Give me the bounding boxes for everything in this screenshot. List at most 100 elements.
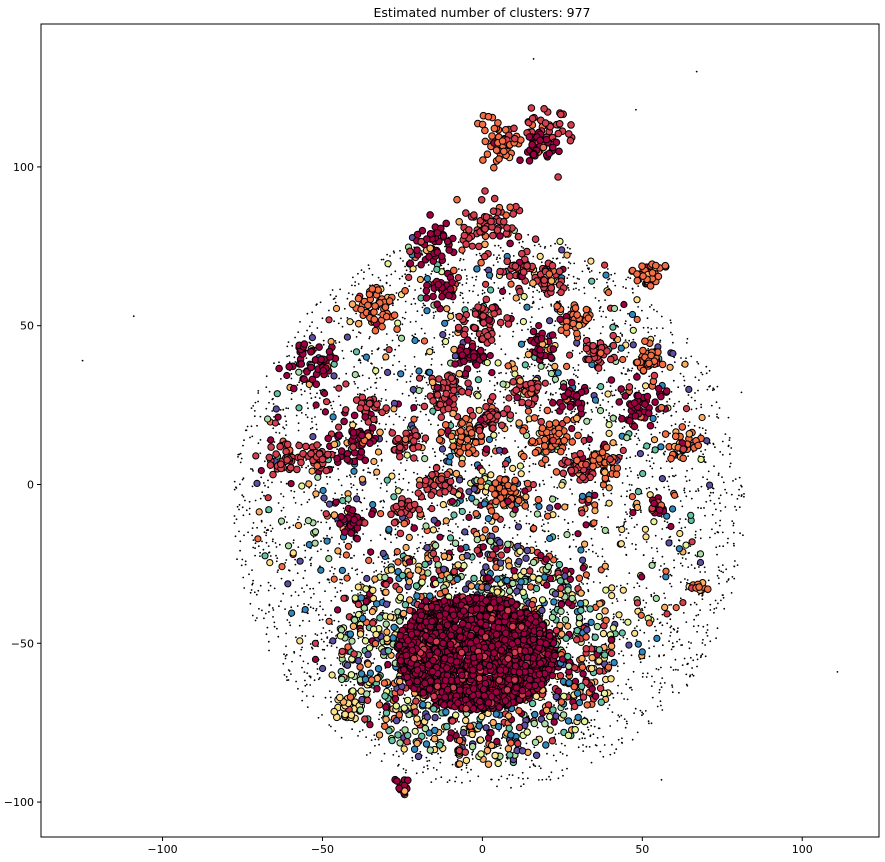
noise-point bbox=[624, 468, 627, 470]
noise-point bbox=[527, 287, 530, 290]
noise-point bbox=[441, 469, 444, 471]
noise-point bbox=[430, 363, 433, 366]
noise-point bbox=[248, 507, 251, 510]
noise-point bbox=[314, 416, 316, 418]
cluster-point bbox=[325, 555, 333, 563]
noise-point bbox=[547, 398, 550, 401]
noise-point bbox=[379, 711, 382, 714]
noise-point bbox=[307, 465, 310, 467]
noise-point bbox=[614, 420, 617, 423]
cluster-point bbox=[519, 268, 528, 276]
noise-point bbox=[277, 569, 279, 572]
noise-point bbox=[490, 778, 492, 781]
noise-point bbox=[345, 372, 348, 375]
noise-point bbox=[324, 696, 327, 699]
noise-point bbox=[371, 363, 373, 365]
cluster-point bbox=[619, 446, 627, 454]
noise-point bbox=[709, 640, 712, 643]
noise-point bbox=[303, 390, 306, 393]
noise-point bbox=[250, 589, 253, 591]
cluster-point bbox=[658, 475, 667, 483]
cluster-point bbox=[493, 226, 502, 234]
cluster-point bbox=[650, 518, 658, 526]
noise-point bbox=[249, 602, 252, 605]
noise-point bbox=[611, 602, 614, 604]
cluster-point bbox=[529, 150, 538, 159]
noise-point bbox=[398, 277, 401, 280]
noise-point bbox=[378, 422, 381, 425]
noise-point bbox=[693, 425, 696, 427]
noise-point bbox=[498, 372, 500, 375]
noise-point bbox=[285, 645, 287, 648]
cluster-point bbox=[312, 401, 320, 409]
noise-point bbox=[354, 383, 356, 385]
noise-point bbox=[721, 564, 724, 566]
noise-point bbox=[561, 753, 564, 755]
noise-point bbox=[616, 324, 619, 327]
noise-point bbox=[304, 679, 306, 682]
noise-point bbox=[666, 400, 668, 403]
noise-point bbox=[619, 618, 622, 621]
cluster-point bbox=[597, 383, 605, 391]
noise-point bbox=[254, 542, 257, 545]
noise-point bbox=[416, 310, 419, 313]
noise-point bbox=[287, 679, 290, 681]
cluster-point bbox=[465, 513, 473, 522]
noise-point bbox=[389, 255, 391, 257]
noise-point bbox=[633, 526, 636, 528]
noise-point bbox=[290, 398, 293, 401]
noise-point bbox=[717, 577, 720, 579]
noise-point bbox=[324, 590, 326, 593]
noise-point bbox=[624, 518, 626, 521]
noise-point bbox=[545, 778, 548, 781]
noise-point bbox=[650, 328, 653, 330]
noise-point bbox=[559, 751, 562, 754]
noise-point bbox=[518, 241, 521, 244]
noise-point bbox=[464, 470, 467, 472]
noise-point bbox=[532, 374, 535, 377]
noise-point bbox=[496, 381, 499, 384]
noise-point bbox=[478, 301, 480, 304]
noise-point bbox=[664, 597, 666, 599]
cluster-point bbox=[311, 639, 319, 647]
noise-point bbox=[630, 517, 633, 520]
noise-point bbox=[683, 489, 685, 492]
noise-point bbox=[698, 593, 700, 596]
noise-point bbox=[410, 303, 413, 306]
noise-point bbox=[344, 503, 347, 505]
noise-point bbox=[689, 545, 692, 547]
cluster-point bbox=[298, 482, 306, 490]
noise-point bbox=[429, 281, 432, 283]
noise-point bbox=[353, 380, 356, 383]
noise-point bbox=[435, 769, 438, 771]
noise-point bbox=[360, 501, 362, 504]
noise-point bbox=[683, 384, 686, 387]
noise-point bbox=[639, 661, 642, 664]
noise-point bbox=[606, 281, 608, 284]
noise-point bbox=[631, 288, 634, 290]
cluster-point bbox=[456, 476, 464, 484]
cluster-point bbox=[567, 121, 575, 129]
noise-point bbox=[285, 420, 287, 423]
noise-point bbox=[269, 524, 272, 527]
noise-point bbox=[471, 751, 474, 754]
noise-point bbox=[698, 379, 700, 381]
noise-point bbox=[328, 581, 331, 584]
noise-point bbox=[572, 275, 575, 278]
noise-point bbox=[483, 745, 486, 748]
noise-point bbox=[557, 777, 560, 780]
noise-point bbox=[602, 399, 604, 401]
noise-point bbox=[661, 644, 664, 647]
noise-point bbox=[685, 673, 688, 676]
noise-point bbox=[692, 674, 695, 677]
noise-point bbox=[569, 247, 571, 250]
noise-point bbox=[555, 392, 557, 394]
noise-point bbox=[470, 561, 473, 564]
cluster-point bbox=[305, 480, 313, 488]
noise-point bbox=[488, 380, 491, 382]
noise-point bbox=[292, 524, 295, 527]
noise-point bbox=[252, 405, 255, 407]
noise-point bbox=[626, 475, 629, 477]
noise-point bbox=[475, 275, 478, 278]
cluster-point bbox=[566, 351, 574, 359]
